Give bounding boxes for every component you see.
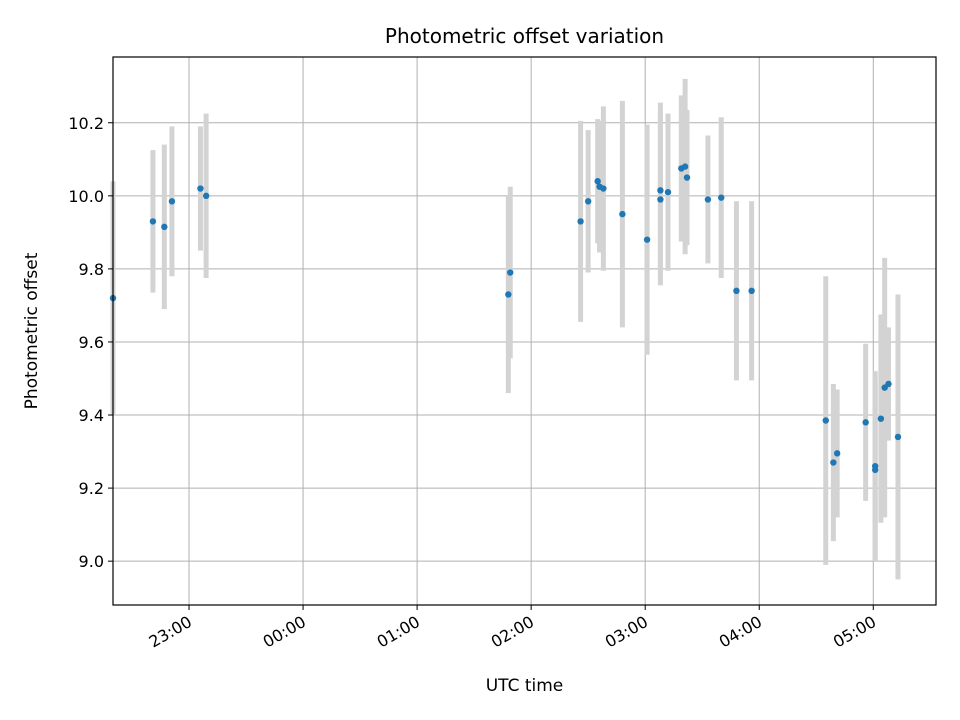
data-point — [718, 194, 725, 201]
x-axis-label: UTC time — [486, 676, 564, 696]
data-points — [109, 163, 902, 474]
data-point — [704, 196, 712, 203]
data-point — [657, 196, 664, 203]
data-point — [619, 210, 626, 218]
y-tick-label: 9.6 — [79, 333, 104, 352]
data-point — [885, 380, 892, 388]
plot-frame — [112, 56, 937, 606]
y-tick-label: 10.2 — [68, 114, 104, 133]
data-point — [600, 185, 607, 192]
y-tick-label: 9.8 — [79, 260, 104, 279]
data-point — [894, 433, 902, 441]
data-point — [594, 178, 601, 185]
data-point — [748, 287, 755, 295]
data-point — [168, 198, 176, 205]
data-point — [505, 291, 512, 298]
y-axis: 9.0 9.2 9.4 9.6 9.8 10.0 10.2 — [68, 114, 113, 571]
data-point — [830, 459, 837, 466]
y-axis-label: Photometric offset — [22, 252, 42, 409]
chart-title: Photometric offset variation — [385, 24, 664, 48]
data-point — [507, 269, 514, 276]
data-point — [149, 218, 157, 225]
data-point — [664, 188, 672, 196]
data-point — [833, 450, 841, 457]
data-point — [202, 192, 210, 200]
data-point — [822, 417, 829, 424]
data-point — [871, 462, 879, 470]
data-point — [584, 198, 592, 205]
data-point — [657, 187, 664, 194]
y-tick-label: 9.0 — [79, 552, 104, 571]
data-point — [862, 419, 869, 426]
data-point — [681, 163, 689, 170]
data-point — [197, 185, 204, 192]
data-point — [683, 174, 691, 181]
data-point — [161, 223, 168, 231]
data-point — [733, 287, 740, 295]
y-tick-label: 10.0 — [68, 187, 104, 206]
data-point — [643, 236, 651, 243]
data-point — [577, 218, 584, 225]
y-tick-label: 9.4 — [79, 406, 104, 425]
data-point — [877, 415, 885, 422]
y-tick-label: 9.2 — [79, 479, 104, 498]
